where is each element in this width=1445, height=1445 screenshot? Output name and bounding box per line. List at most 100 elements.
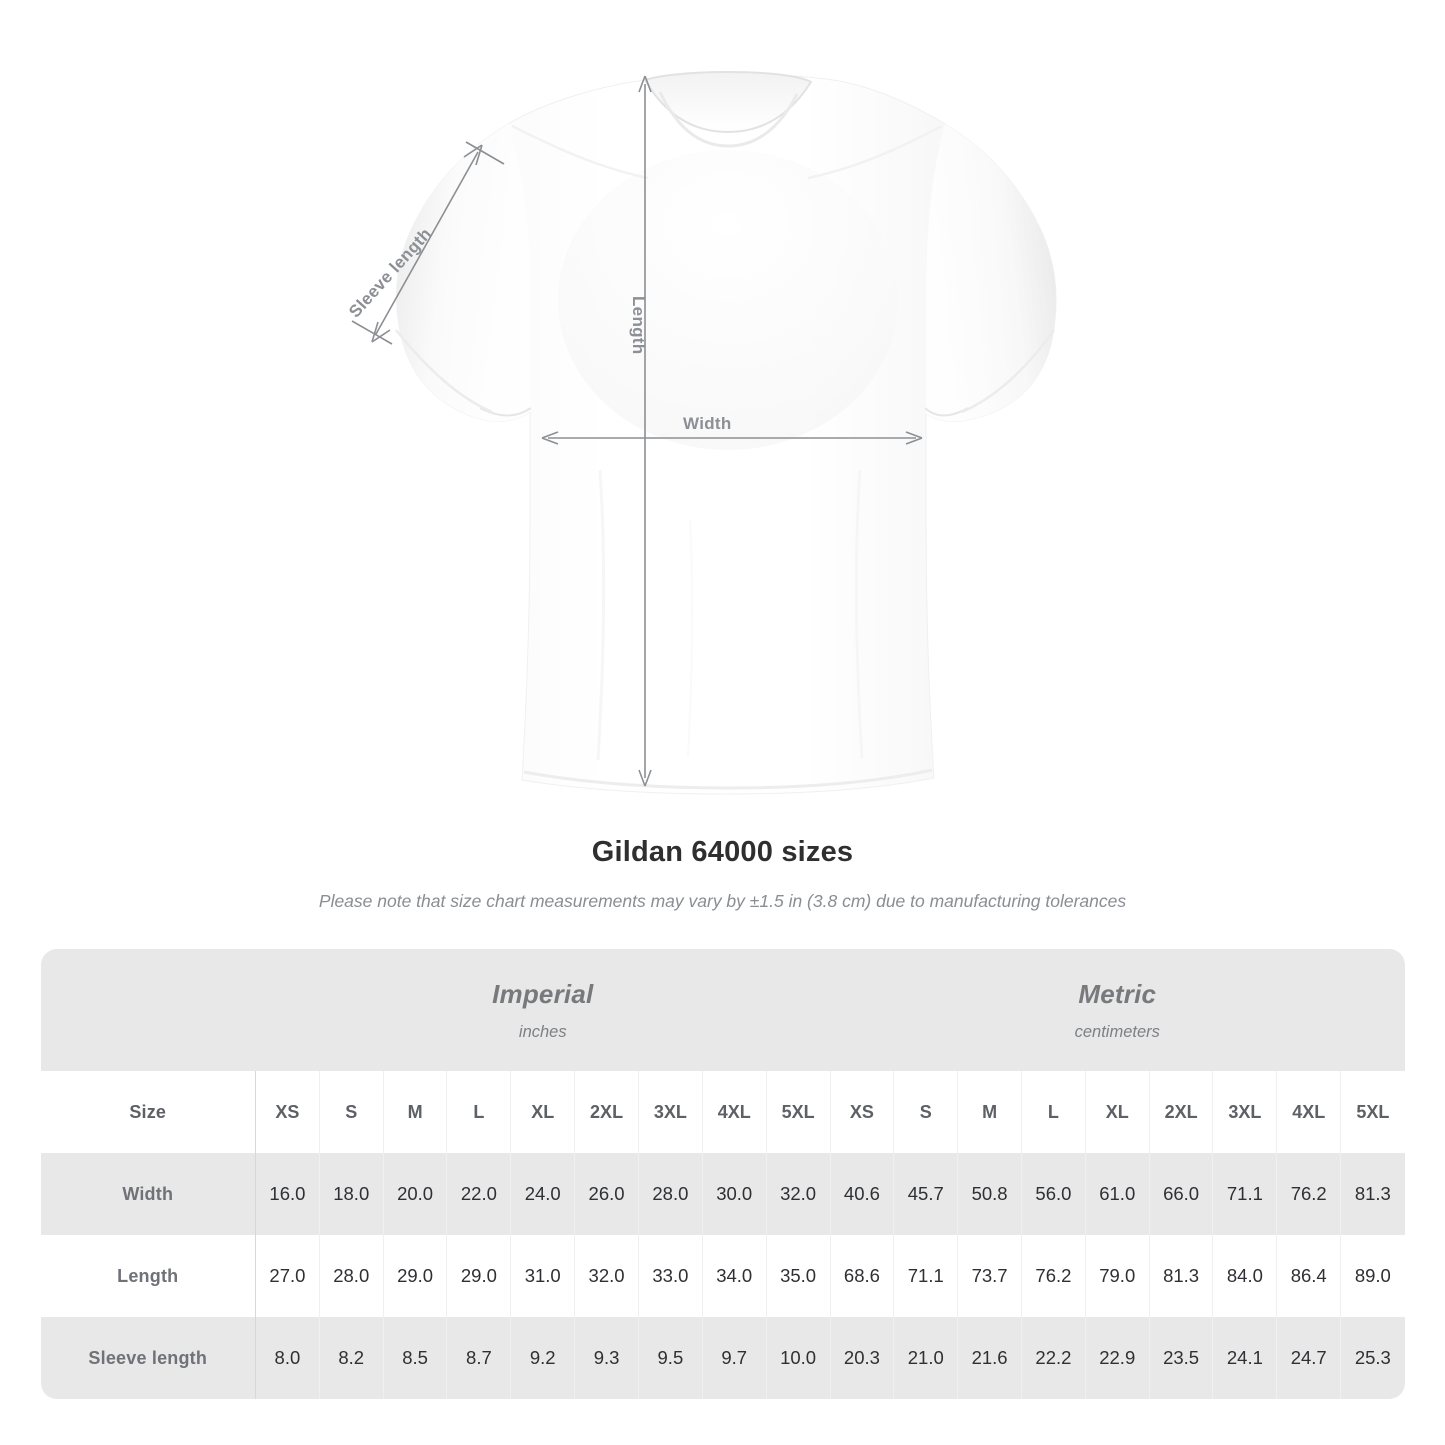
unit-imperial-name: Imperial (492, 978, 594, 1009)
data-cell: 71.1 (1212, 1153, 1278, 1235)
data-cell: 22.0 (446, 1153, 512, 1235)
table-row: Sleeve length 8.0 8.2 8.5 8.7 9.2 9.3 9.5 9.7 10.… (40, 1317, 1405, 1399)
row-label: Sleeve length (40, 1317, 256, 1399)
column-header-cell: XL (510, 1071, 576, 1153)
column-header-cell: 4XL (702, 1071, 767, 1153)
data-cell: 9.7 (702, 1317, 767, 1399)
data-cell: 29.0 (383, 1235, 448, 1317)
table-row: Size XS S M L XL 2XL 3XL 4XL 5XL XS S M L XL 2XL 3XL 4XL 5… (40, 1071, 1405, 1153)
data-cell: 29.0 (446, 1235, 512, 1317)
column-header-cell: 5XL (766, 1071, 831, 1153)
data-cell: 89.0 (1340, 1235, 1405, 1317)
column-header-cell: 4XL (1276, 1071, 1342, 1153)
data-cell: 81.3 (1149, 1235, 1214, 1317)
data-cell: 18.0 (319, 1153, 384, 1235)
data-cell: 76.2 (1276, 1153, 1342, 1235)
data-cell: 8.2 (319, 1317, 384, 1399)
column-header-cell: 2XL (1149, 1071, 1214, 1153)
table-row: Width 16.0 18.0 20.0 22.0 24.0 26.0 28.0 30.0 32.… (40, 1153, 1405, 1235)
page-title: Gildan 64000 sizes (591, 836, 854, 868)
table-body: Size XS S M L XL 2XL 3XL 4XL 5XL XS S M L XL 2XL 3XL 4XL 5… (40, 1071, 1405, 1399)
data-cell: 30.0 (702, 1153, 767, 1235)
unit-group-metric: Metric centimeters (830, 949, 1405, 1071)
data-cell: 9.2 (510, 1317, 576, 1399)
column-header-cell: L (446, 1071, 512, 1153)
data-cell: 66.0 (1149, 1153, 1214, 1235)
unit-imperial-sub: inches (518, 1022, 567, 1041)
data-cell: 25.3 (1340, 1317, 1405, 1399)
tolerance-note: Please note that size chart measurements… (318, 891, 1127, 911)
unit-banner-spacer (40, 949, 256, 1071)
data-cell: 34.0 (702, 1235, 767, 1317)
data-cell: 68.6 (830, 1235, 895, 1317)
data-cell: 40.6 (830, 1153, 895, 1235)
size-chart-table: Imperial inches Metric centimeters Size X… (40, 949, 1405, 1399)
data-cell: 86.4 (1276, 1235, 1342, 1317)
data-cell: 21.6 (957, 1317, 1022, 1399)
data-cell: 76.2 (1021, 1235, 1086, 1317)
tshirt-illustration (351, 70, 1057, 795)
data-cell: 73.7 (957, 1235, 1022, 1317)
length-arrow (638, 75, 652, 787)
data-cell: 28.0 (319, 1235, 384, 1317)
data-cell: 20.0 (383, 1153, 448, 1235)
data-cell: 50.8 (957, 1153, 1022, 1235)
data-cell: 23.5 (1149, 1317, 1214, 1399)
data-cell: 84.0 (1212, 1235, 1278, 1317)
column-header-cell: 5XL (1340, 1071, 1405, 1153)
data-cell: 56.0 (1021, 1153, 1086, 1235)
data-cell: 10.0 (766, 1317, 831, 1399)
column-header-cell: M (383, 1071, 448, 1153)
data-cell: 24.1 (1212, 1317, 1278, 1399)
sleeve-length-arrow (351, 141, 505, 345)
data-cell: 79.0 (1085, 1235, 1150, 1317)
data-cell: 28.0 (638, 1153, 703, 1235)
data-cell: 16.0 (255, 1153, 320, 1235)
row-label: Size (40, 1071, 256, 1153)
data-cell: 21.0 (893, 1317, 959, 1399)
title-block: Gildan 64000 sizes Please note that size… (0, 836, 1445, 912)
column-header-cell: 2XL (574, 1071, 639, 1153)
data-cell: 32.0 (766, 1153, 831, 1235)
data-cell: 61.0 (1085, 1153, 1150, 1235)
data-cell: 20.3 (830, 1317, 895, 1399)
unit-metric-sub: centimeters (1074, 1022, 1160, 1041)
data-cell: 24.0 (510, 1153, 576, 1235)
table-row: Length 27.0 28.0 29.0 29.0 31.0 32.0 33.0 34.0 35… (40, 1235, 1405, 1317)
column-header-cell: XS (255, 1071, 320, 1153)
data-cell: 32.0 (574, 1235, 639, 1317)
width-dimension-label: Width (683, 414, 732, 433)
unit-metric-name: Metric (1078, 978, 1157, 1009)
shirt-body-shape (395, 70, 1057, 795)
row-label: Length (40, 1235, 256, 1317)
data-cell: 8.0 (255, 1317, 320, 1399)
size-chart-table-wrap: Imperial inches Metric centimeters Size X… (40, 949, 1405, 1399)
table-unit-banner: Imperial inches Metric centimeters (40, 949, 1405, 1071)
row-label: Width (40, 1153, 256, 1235)
tshirt-diagram: Width Length Sleeve length (345, 70, 1057, 795)
column-header-cell: L (1021, 1071, 1086, 1153)
column-header-cell: S (893, 1071, 959, 1153)
data-cell: 27.0 (255, 1235, 320, 1317)
data-cell: 24.7 (1276, 1317, 1342, 1399)
data-cell: 8.5 (383, 1317, 448, 1399)
data-cell: 22.9 (1085, 1317, 1150, 1399)
data-cell: 9.5 (638, 1317, 703, 1399)
data-cell: 8.7 (446, 1317, 512, 1399)
data-cell: 81.3 (1340, 1153, 1405, 1235)
data-cell: 45.7 (893, 1153, 959, 1235)
column-header-cell: S (319, 1071, 384, 1153)
data-cell: 31.0 (510, 1235, 576, 1317)
data-cell: 33.0 (638, 1235, 703, 1317)
column-header-cell: 3XL (638, 1071, 703, 1153)
width-arrow (541, 431, 923, 445)
column-header-cell: XS (830, 1071, 895, 1153)
data-cell: 35.0 (766, 1235, 831, 1317)
column-header-cell: M (957, 1071, 1022, 1153)
data-cell: 26.0 (574, 1153, 639, 1235)
unit-group-imperial: Imperial inches (255, 949, 831, 1071)
data-cell: 22.2 (1021, 1317, 1086, 1399)
length-dimension-label: Length (629, 296, 648, 355)
data-cell: 71.1 (893, 1235, 959, 1317)
column-header-cell: XL (1085, 1071, 1150, 1153)
